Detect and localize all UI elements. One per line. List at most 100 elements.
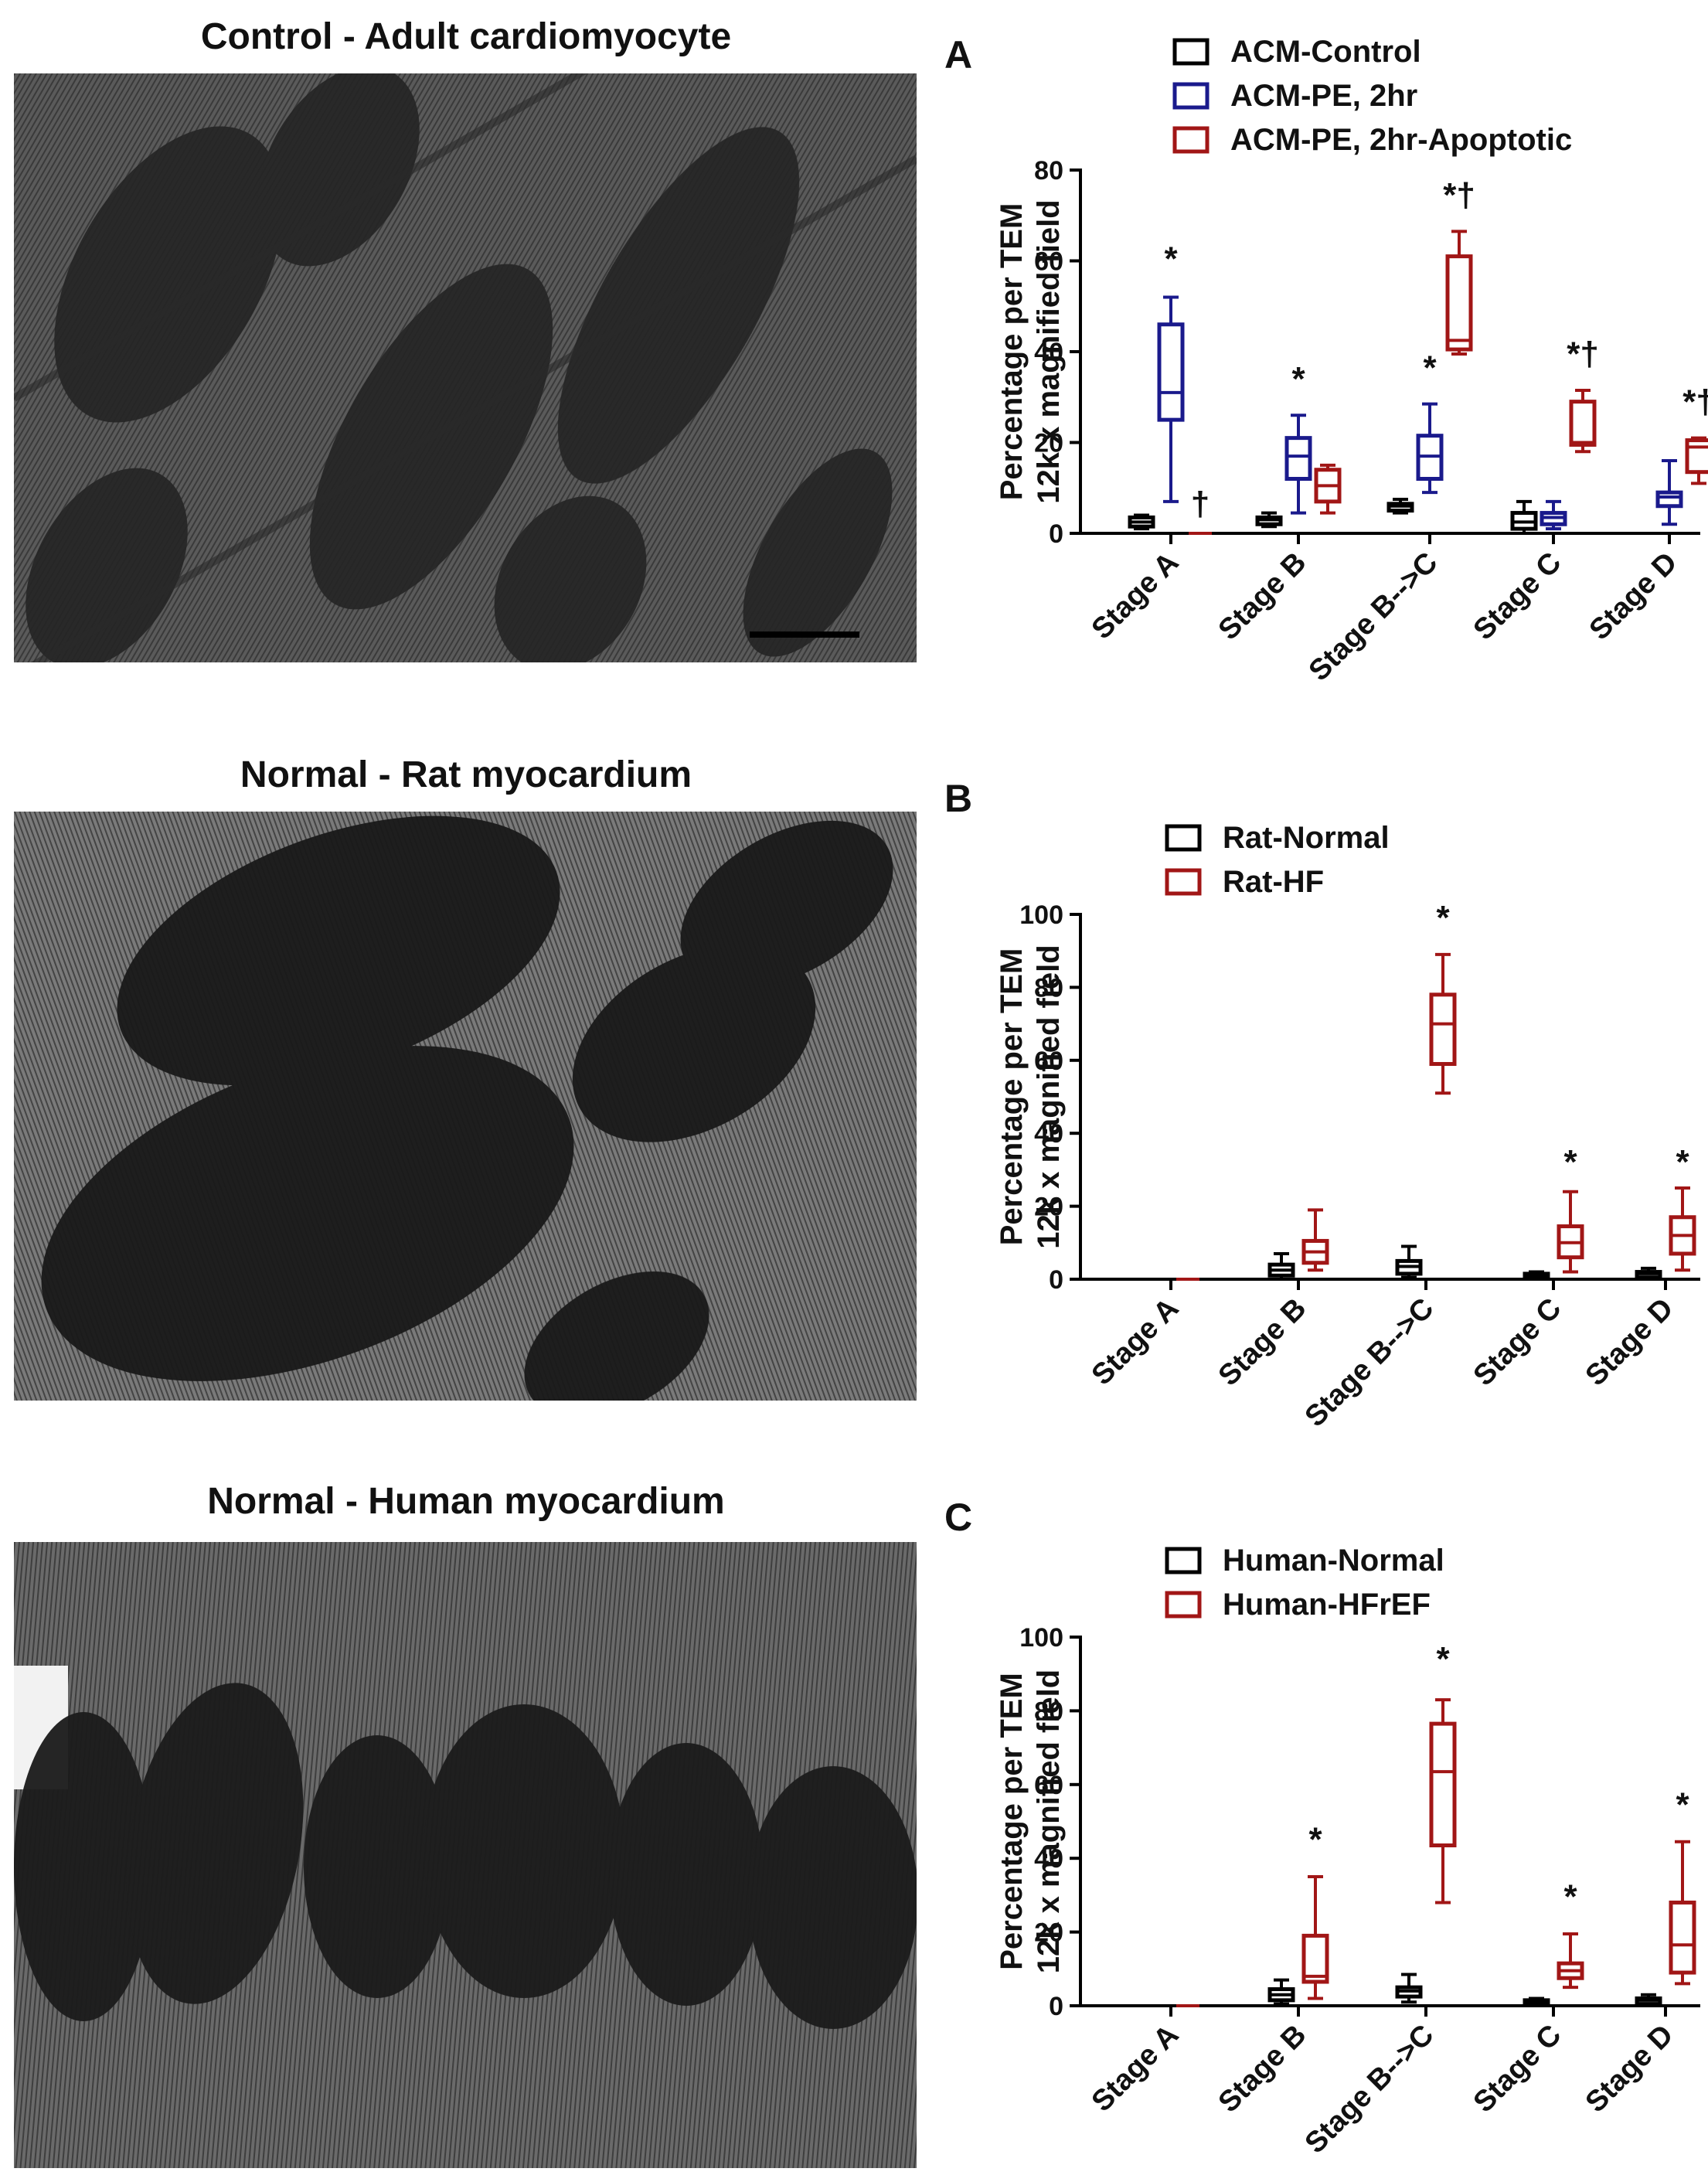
- x-tick-label: Stage C: [1468, 2019, 1568, 2119]
- box-iqr: [1655, 490, 1683, 509]
- significance-marker: *: [1436, 1640, 1450, 1678]
- box-iqr: [1685, 438, 1708, 475]
- significance-marker: *: [1164, 240, 1178, 277]
- y-axis-label-line2: 12k x magnified field: [1032, 1670, 1066, 1973]
- box-rat-normal-3: [1523, 1270, 1550, 1281]
- y-tick-label: 80: [1034, 156, 1063, 186]
- legend-swatch-1: [1165, 868, 1202, 896]
- box-human-hfref-3: [1557, 1932, 1584, 1990]
- legend-label-1: Human-HFrEF: [1223, 1588, 1431, 1622]
- box-iqr: [1445, 254, 1473, 352]
- micrograph-human: [14, 1542, 917, 2168]
- x-tick-label: Stage C: [1468, 546, 1568, 647]
- micrograph-control-image: [14, 73, 917, 662]
- box-acm-control-2: [1386, 497, 1414, 515]
- significance-marker: *: [1291, 360, 1305, 398]
- x-tick-label: Stage B: [1213, 1292, 1313, 1393]
- chart-panel-a: A ACM-Control ACM-PE, 2hr ACM-PE, 2hr-Apopt…: [944, 33, 1708, 687]
- box-acm-control-3: [1510, 499, 1538, 535]
- micrograph-rat-image: [14, 812, 917, 1401]
- legend-swatch-1: [1165, 1591, 1202, 1619]
- legend-swatch-0: [1165, 1547, 1202, 1574]
- box-iqr: [1301, 1933, 1329, 1984]
- panel-letter-c: C: [944, 1496, 972, 1539]
- y-tick-label: 100: [1019, 900, 1063, 930]
- y-axis-label-line2: 12k x magnified field: [1032, 945, 1066, 1248]
- chart-panel-c: C Human-Normal Human-HFrEF Percentage per T…: [944, 1496, 1700, 2160]
- box-iqr: [1429, 1721, 1457, 1848]
- micrograph-title-human: Normal - Human myocardium: [207, 1481, 725, 1522]
- significance-marker: *†: [1443, 176, 1475, 214]
- box-acm-pe-2hr-apoptotic-1: [1314, 463, 1342, 515]
- box-rat-normal-2: [1395, 1244, 1423, 1279]
- box-acm-pe-2hr-apoptotic-4: [1685, 436, 1708, 485]
- x-tick-label: Stage D: [1580, 2019, 1680, 2119]
- legend-label-0: Human-Normal: [1223, 1544, 1444, 1578]
- y-tick-label: 0: [1049, 1992, 1063, 2021]
- box-rat-hf-3: [1557, 1190, 1584, 1274]
- box-rat-hf-4: [1669, 1186, 1696, 1272]
- y-axis-label-line1: Percentage per TEM: [995, 203, 1029, 501]
- x-tick-label: Stage B: [1213, 2019, 1313, 2119]
- box-acm-pe-2hr-1: [1284, 414, 1312, 515]
- box-human-normal-4: [1635, 1993, 1662, 2007]
- significance-marker: *: [1436, 899, 1450, 937]
- x-tick-label: Stage D: [1584, 546, 1684, 647]
- legend-swatch-2: [1172, 126, 1210, 154]
- box-human-normal-1: [1267, 1978, 1295, 2006]
- box-rat-normal-4: [1635, 1266, 1662, 1281]
- legend-swatch-1: [1172, 82, 1210, 110]
- box-rat-normal-1: [1267, 1251, 1295, 1281]
- x-tick-label: Stage B: [1213, 546, 1313, 647]
- significance-marker: †: [1191, 485, 1210, 523]
- box-human-hfref-1: [1301, 1875, 1329, 2000]
- x-tick-label: Stage B-->C: [1303, 546, 1444, 688]
- box-iqr: [1157, 322, 1185, 422]
- y-tick-label: 0: [1049, 1265, 1063, 1295]
- legend-label-1: ACM-PE, 2hr: [1230, 79, 1417, 113]
- significance-marker: *†: [1567, 335, 1599, 373]
- panel-letter-a: A: [944, 33, 972, 77]
- legend-label-0: Rat-Normal: [1223, 821, 1390, 855]
- y-tick-label: 20: [1034, 429, 1063, 458]
- box-human-normal-3: [1523, 1996, 1550, 2007]
- box-acm-pe-2hr-apoptotic-2: [1445, 230, 1473, 356]
- significance-marker: *: [1676, 1785, 1689, 1823]
- y-tick-label: 40: [1034, 1119, 1063, 1149]
- x-tick-label: Stage A: [1086, 2019, 1186, 2119]
- box-iqr: [1569, 400, 1597, 447]
- significance-marker: *: [1563, 1143, 1577, 1181]
- significance-marker: *: [1308, 1821, 1322, 1859]
- box-acm-control-1: [1255, 511, 1283, 529]
- box-acm-pe-2hr-apoptotic-3: [1569, 388, 1597, 454]
- box-human-hfref-2: [1429, 1698, 1457, 1905]
- y-tick-label: 40: [1034, 338, 1063, 367]
- legend-label-0: ACM-Control: [1230, 35, 1421, 69]
- legend-label-2: ACM-PE, 2hr-Apoptotic: [1230, 123, 1572, 157]
- y-tick-label: 20: [1034, 1918, 1063, 1948]
- x-tick-label: Stage C: [1468, 1292, 1568, 1393]
- box-human-hfref-4: [1669, 1840, 1696, 1986]
- box-acm-control-0: [1128, 513, 1155, 531]
- panel-letter-b: B: [944, 777, 972, 820]
- box-rat-hf-2: [1429, 952, 1457, 1095]
- box-acm-pe-2hr-2: [1416, 402, 1444, 495]
- box-acm-pe-2hr-4: [1655, 459, 1683, 526]
- y-tick-label: 80: [1034, 973, 1063, 1002]
- y-tick-label: 60: [1034, 1047, 1063, 1076]
- legend-swatch-0: [1165, 824, 1202, 852]
- micrograph-title-control: Control - Adult cardiomyocyte: [200, 16, 732, 57]
- micrograph-title-rat: Normal - Rat myocardium: [240, 754, 692, 795]
- y-tick-label: 40: [1034, 1844, 1063, 1874]
- y-axis-label-line2: 12k x magnified field: [1032, 199, 1066, 503]
- legend-swatch-0: [1172, 38, 1210, 66]
- significance-marker: *: [1423, 349, 1437, 386]
- chart-panel-b: B Rat-Normal Rat-HF Percentage per TEM 12k x…: [944, 777, 1700, 1433]
- x-tick-label: Stage A: [1086, 546, 1186, 646]
- y-tick-label: 60: [1034, 247, 1063, 277]
- box-iqr: [1669, 1900, 1696, 1975]
- box-iqr: [1284, 436, 1312, 481]
- x-tick-label: Stage D: [1580, 1292, 1680, 1393]
- micrograph-human-image: [14, 1542, 917, 2168]
